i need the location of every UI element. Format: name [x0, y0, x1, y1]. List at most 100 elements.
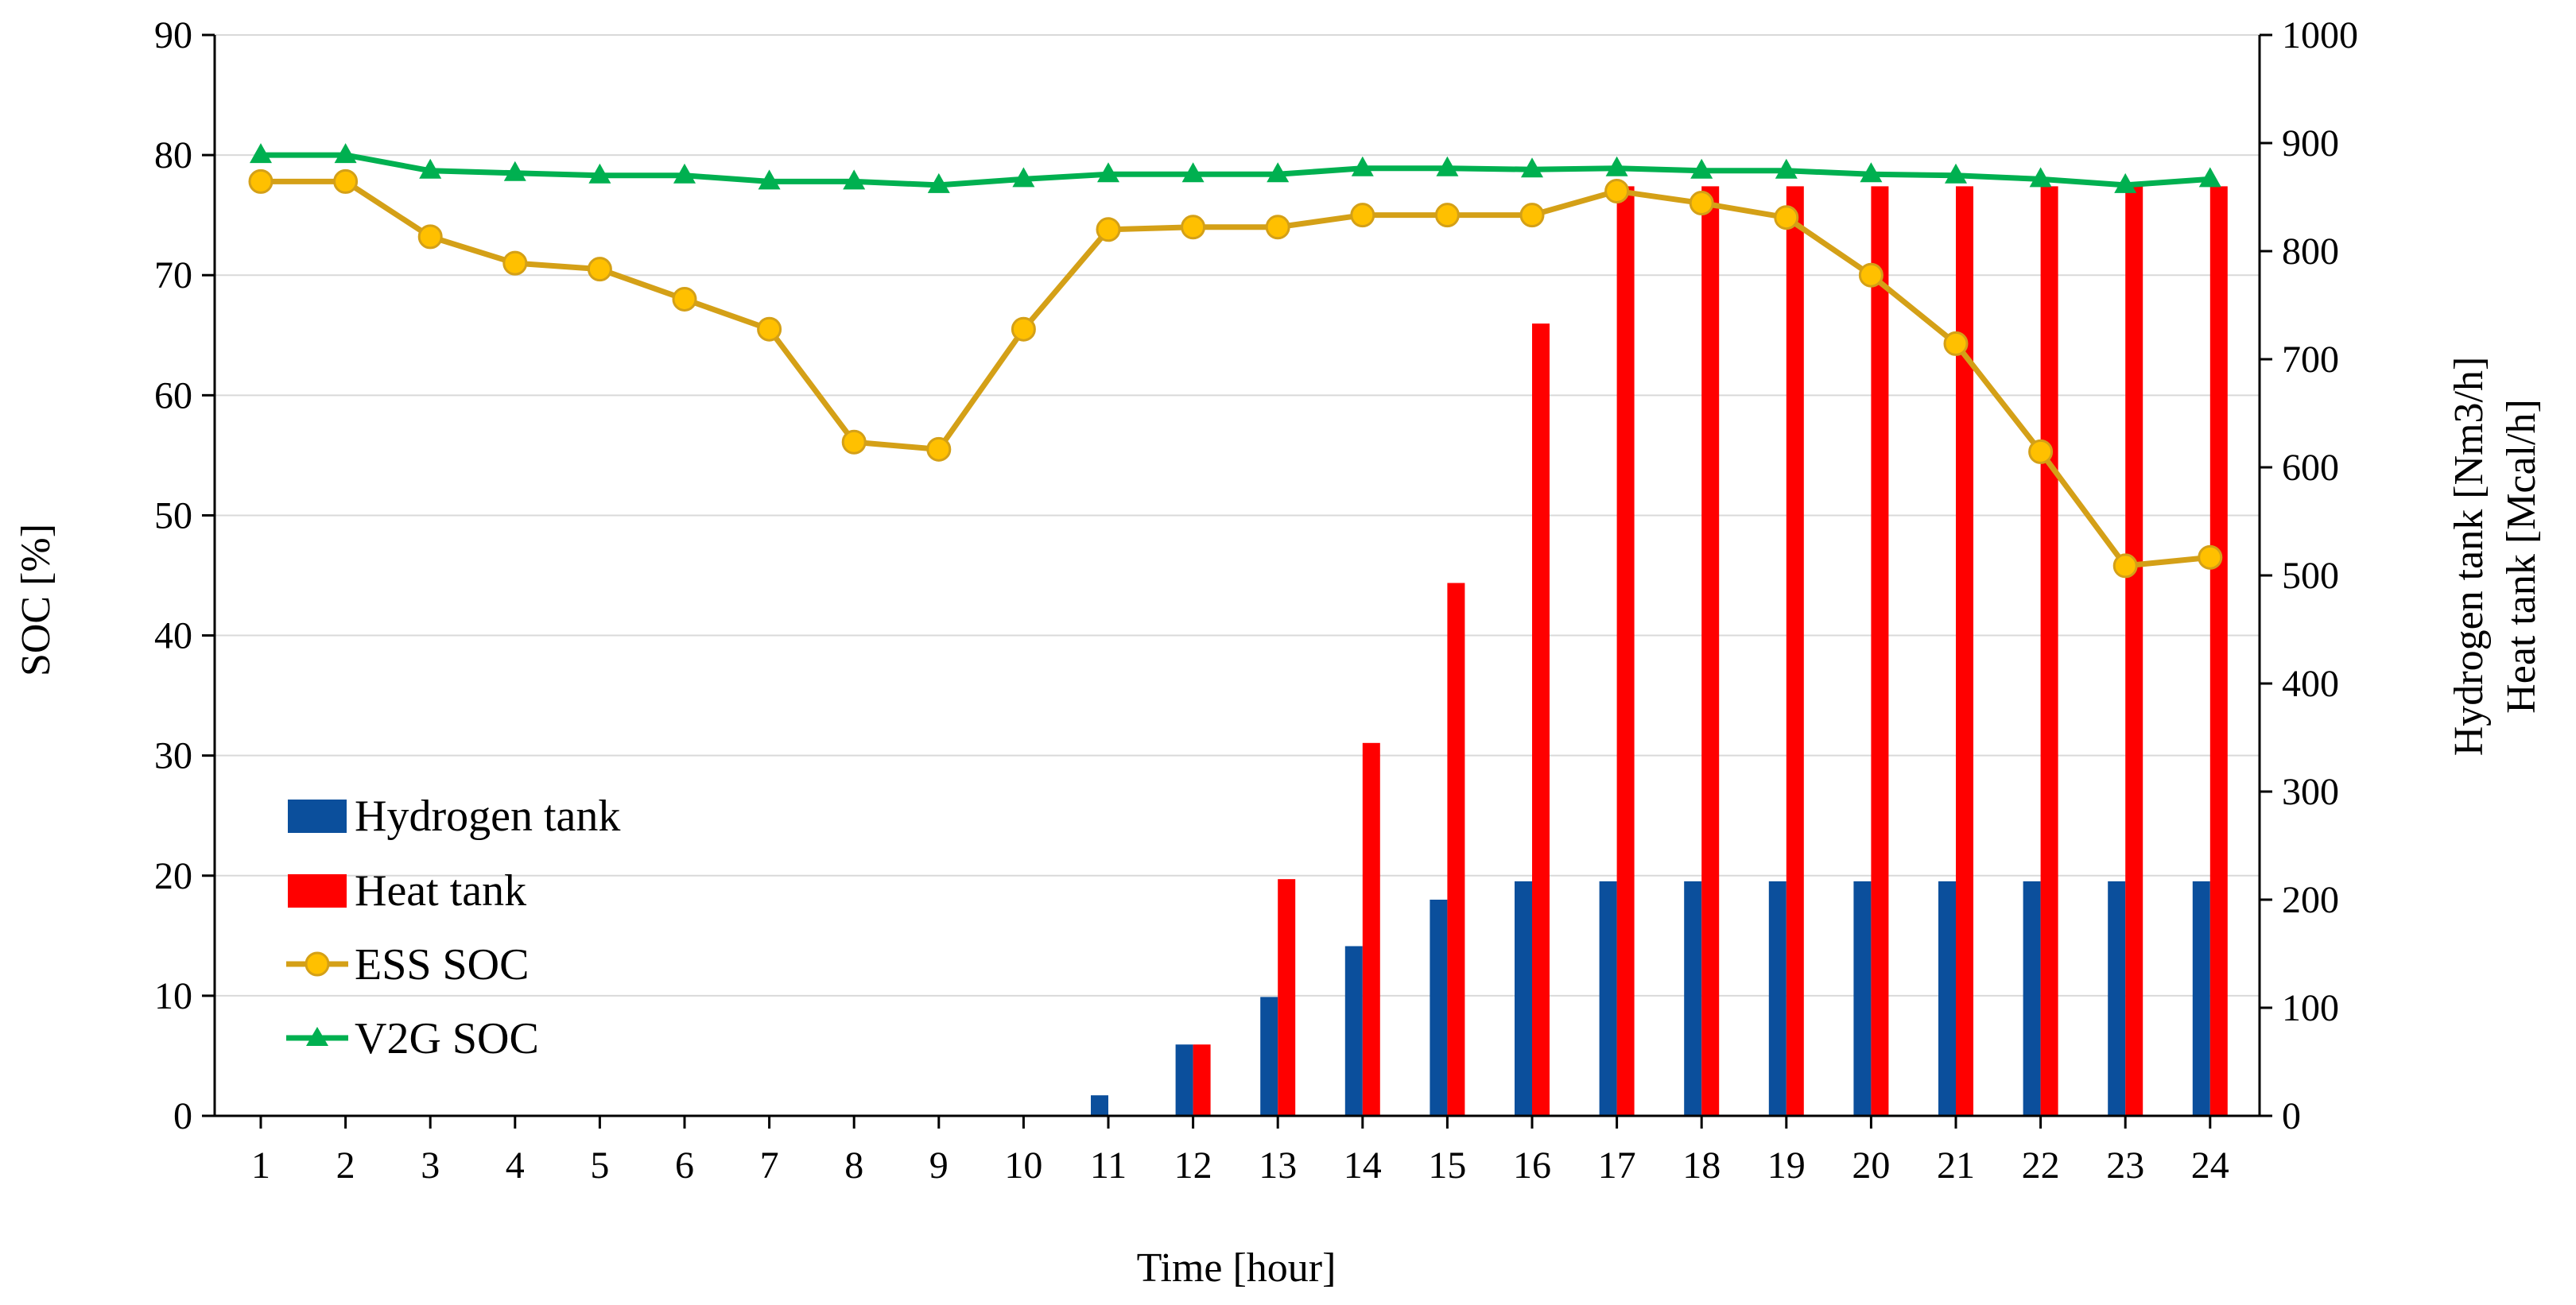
legend-swatch-heat [288, 874, 347, 908]
x-tick-label: 17 [1598, 1144, 1636, 1187]
bar-hydrogen-tank [1768, 881, 1787, 1116]
x-tick-label: 15 [1428, 1144, 1466, 1187]
x-tick-label: 6 [675, 1144, 694, 1187]
point-v2g-soc [1012, 167, 1035, 188]
point-ess-soc [1943, 331, 1969, 356]
bar-heat-tank [2209, 186, 2228, 1116]
point-v2g-soc [2114, 172, 2137, 193]
bar-hydrogen-tank [2108, 881, 2126, 1116]
right-tick-label: 100 [2282, 987, 2339, 1029]
right-tick-label: 700 [2282, 339, 2339, 381]
legend-item-hydrogen: Hydrogen tank [288, 792, 620, 841]
right-tick-label: 900 [2282, 122, 2339, 165]
x-tick-label: 10 [1004, 1144, 1042, 1187]
bar-heat-tank [1278, 879, 1296, 1116]
x-tick-label: 16 [1513, 1144, 1551, 1187]
x-tick-label: 12 [1174, 1144, 1212, 1187]
bar-heat-tank [2040, 186, 2058, 1116]
right-axis-title-hydrogen: Hydrogen tank [Nm3/h] [2446, 357, 2492, 757]
right-tick-label: 800 [2282, 230, 2339, 273]
left-tick-label: 20 [154, 855, 192, 897]
point-v2g-soc [1436, 156, 1459, 176]
point-ess-soc [417, 224, 443, 250]
point-v2g-soc [1605, 156, 1628, 176]
point-ess-soc [1265, 215, 1290, 240]
point-ess-soc [1434, 203, 1460, 228]
point-v2g-soc [1945, 163, 1967, 184]
left-tick-label: 0 [173, 1095, 192, 1137]
point-ess-soc [672, 286, 697, 312]
x-tick-label: 19 [1767, 1144, 1806, 1187]
bar-heat-tank [1362, 742, 1380, 1116]
x-tick-label: 5 [590, 1144, 609, 1187]
point-v2g-soc [927, 172, 950, 193]
point-v2g-soc [1521, 157, 1543, 178]
right-tick-label: 0 [2282, 1095, 2301, 1137]
bar-hydrogen-tank [1344, 946, 1363, 1116]
point-v2g-soc [673, 163, 696, 184]
point-v2g-soc [503, 161, 526, 181]
bar-hydrogen-tank [1430, 900, 1448, 1116]
point-ess-soc [502, 250, 528, 276]
right-axis-title-heat: Heat tank [Mcal/h] [2499, 399, 2544, 714]
bar-heat-tank [1871, 186, 1889, 1116]
bar-heat-tank [2125, 186, 2143, 1116]
bar-hydrogen-tank [2192, 881, 2210, 1116]
point-ess-soc [248, 168, 274, 194]
point-ess-soc [1181, 215, 1206, 240]
point-v2g-soc [1775, 158, 1798, 179]
point-ess-soc [1011, 316, 1036, 342]
left-tick-label: 50 [154, 494, 192, 536]
point-ess-soc [1604, 178, 1630, 203]
bar-heat-tank [1447, 583, 1465, 1116]
gridlines [215, 34, 2260, 997]
point-ess-soc [1096, 217, 1121, 242]
left-axis-title: SOC [%] [14, 524, 59, 676]
point-ess-soc [2112, 553, 2138, 579]
x-tick-label: 13 [1259, 1144, 1297, 1187]
x-tick-label: 21 [1937, 1144, 1975, 1187]
legend-marker-v2g-soc [306, 1027, 328, 1046]
bar-heat-tank [1193, 1044, 1211, 1116]
left-tick-label: 40 [154, 615, 192, 657]
x-tick-label: 14 [1344, 1144, 1382, 1187]
legend-swatch-hydrogen [288, 800, 347, 833]
x-tick-label: 9 [929, 1144, 949, 1187]
point-ess-soc [2198, 544, 2223, 570]
x-tick-label: 24 [2191, 1144, 2229, 1187]
left-tick-label: 30 [154, 735, 192, 777]
bar-hydrogen-tank [1260, 997, 1278, 1116]
legend-item-ess-soc: ESS SOC [286, 940, 529, 989]
point-ess-soc [926, 436, 952, 462]
point-ess-soc [841, 429, 867, 455]
line-v2g-soc [261, 152, 2211, 188]
bar-hydrogen-tank [1684, 881, 1702, 1116]
bar-hydrogen-tank [1091, 1095, 1108, 1116]
point-v2g-soc [843, 169, 866, 190]
right-tick-label: 600 [2282, 447, 2339, 489]
left-tick-label: 10 [154, 975, 192, 1017]
x-tick-label: 7 [760, 1144, 779, 1187]
point-ess-soc [1774, 205, 1799, 230]
bar-heat-tank [1956, 186, 1973, 1116]
right-tick-label: 1000 [2282, 14, 2358, 56]
legend-label-v2g-soc: V2G SOC [355, 1014, 539, 1063]
x-axis-title: Time [hour] [1137, 1245, 1336, 1291]
bar-heat-tank [1532, 323, 1550, 1116]
bar-heat-tank [1786, 186, 1804, 1116]
bar-heat-tank [1616, 186, 1635, 1116]
bar-hydrogen-tank [1938, 881, 1956, 1116]
bar-hydrogen-tank [1515, 881, 1532, 1116]
legend-label-ess-soc: ESS SOC [355, 940, 529, 989]
bar-series [1091, 186, 2228, 1116]
x-tick-label: 11 [1090, 1144, 1127, 1187]
legend-label-hydrogen: Hydrogen tank [355, 792, 620, 841]
point-ess-soc [2028, 439, 2054, 464]
right-tick-label: 300 [2282, 771, 2339, 813]
point-v2g-soc [419, 158, 442, 179]
point-ess-soc [587, 257, 612, 282]
x-tick-label: 3 [421, 1144, 440, 1187]
point-ess-soc [333, 168, 359, 194]
bar-hydrogen-tank [1853, 881, 1872, 1116]
point-v2g-soc [1181, 162, 1205, 183]
